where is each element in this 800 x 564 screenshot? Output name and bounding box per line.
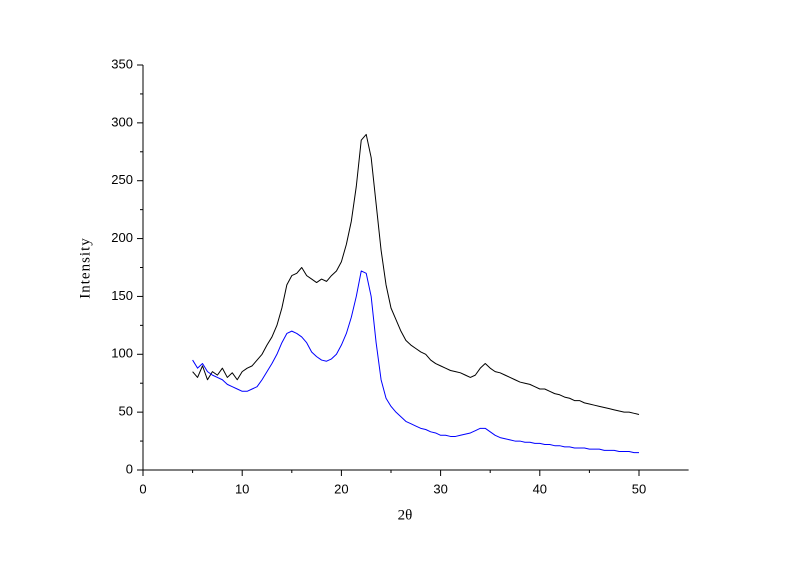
- y-tick-label: 300: [111, 114, 133, 129]
- x-tick-label: 0: [139, 481, 146, 496]
- x-tick-label: 40: [533, 481, 547, 496]
- y-axis-label: Intensity: [77, 237, 93, 299]
- y-tick-label: 50: [119, 404, 133, 419]
- x-tick-label: 10: [235, 481, 249, 496]
- y-tick-label: 0: [126, 461, 133, 476]
- y-tick-label: 350: [111, 56, 133, 71]
- data-line: [192, 270, 639, 454]
- data-line: [192, 133, 640, 415]
- y-tick-label: 200: [111, 230, 133, 245]
- x-tick-label: 50: [632, 481, 646, 496]
- y-tick-label: 150: [111, 288, 133, 303]
- y-tick-label: 250: [111, 172, 133, 187]
- y-tick-label: 100: [111, 346, 133, 361]
- x-tick-label: 20: [334, 481, 348, 496]
- x-tick-label: 30: [433, 481, 447, 496]
- x-axis-label: 2θ: [398, 507, 413, 523]
